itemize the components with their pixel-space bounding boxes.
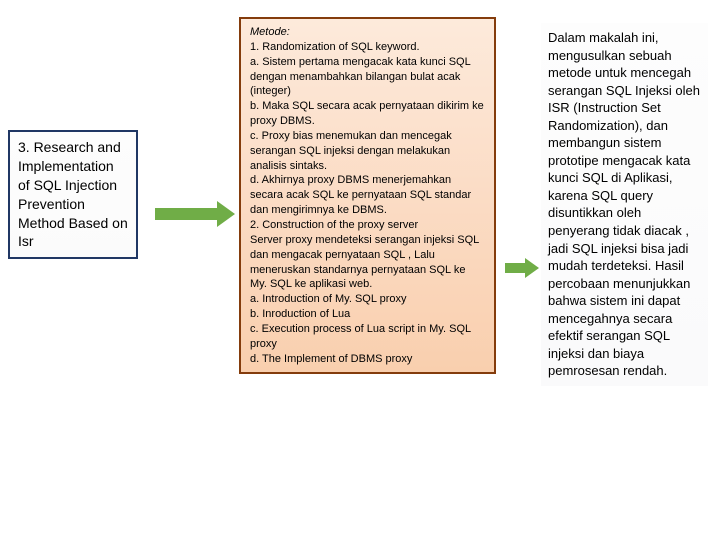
method-title: Metode: <box>250 26 290 38</box>
arrow-1 <box>155 199 237 229</box>
research-title-text: 3. Research and Implementation of SQL In… <box>18 139 128 249</box>
arrow-2 <box>505 256 541 280</box>
method-body: 1. Randomization of SQL keyword.a. Siste… <box>250 41 484 365</box>
summary-box: Dalam makalah ini, mengusulkan sebuah me… <box>541 23 708 386</box>
research-title-box: 3. Research and Implementation of SQL In… <box>8 130 138 259</box>
method-box: Metode: 1. Randomization of SQL keyword.… <box>239 17 496 374</box>
summary-text: Dalam makalah ini, mengusulkan sebuah me… <box>548 30 700 378</box>
